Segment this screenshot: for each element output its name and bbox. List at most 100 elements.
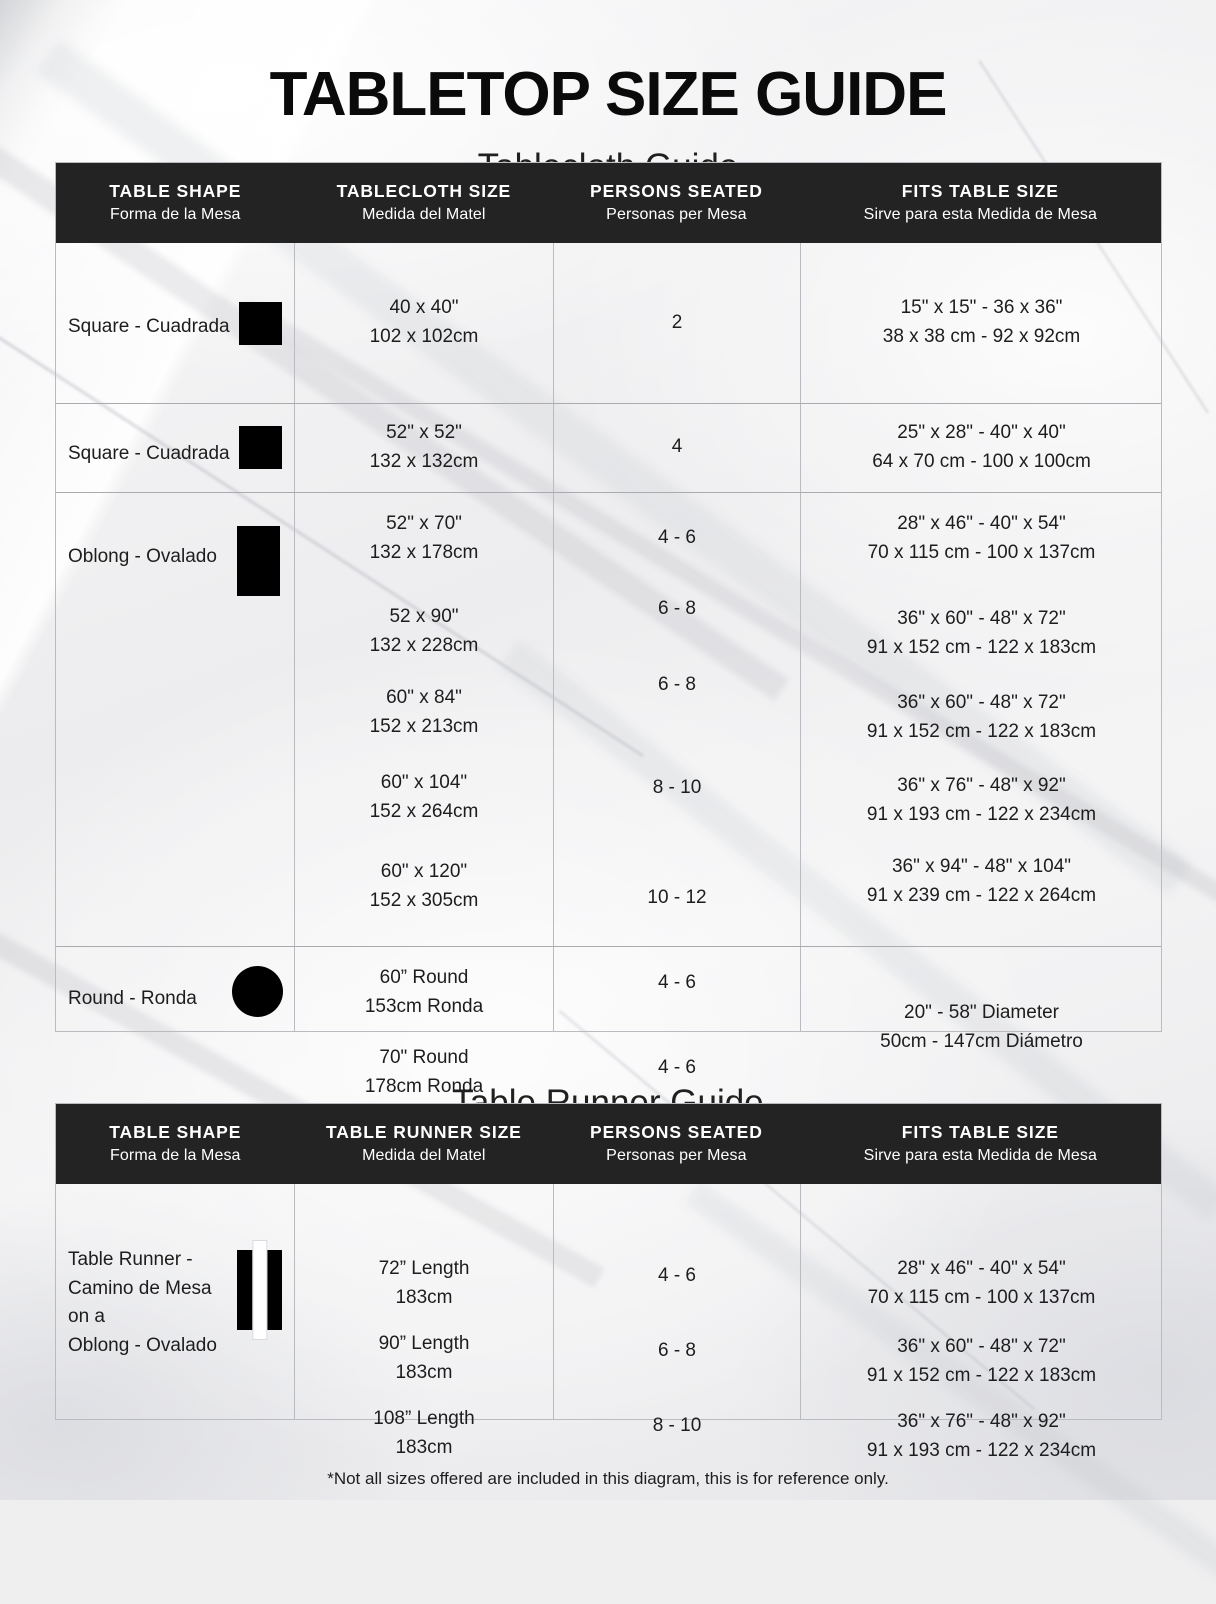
header-main-label: TABLE SHAPE: [109, 1122, 242, 1143]
size-cm: 132 x 228cm: [369, 634, 479, 656]
header-cell-tablecloth-size: TABLECLOTH SIZE Medida del Matel: [295, 163, 554, 243]
persons-value: 6 - 8: [657, 1340, 697, 1362]
circle-icon: [232, 966, 283, 1017]
oblong-icon: [237, 526, 280, 596]
size-inches: 72” Length: [378, 1258, 470, 1280]
header-main-label: PERSONS SEATED: [590, 181, 763, 202]
square-icon: [239, 426, 282, 469]
size-cm: 132 x 178cm: [369, 541, 479, 563]
runner-table-body: Table Runner - Camino de Mesa on a Oblon…: [56, 1184, 1162, 1461]
header-sub-label: Personas per Mesa: [606, 1147, 747, 1165]
size-cm: 178cm Ronda: [364, 1076, 484, 1097]
size-cm: 152 x 305cm: [369, 890, 479, 911]
cell-fits-table-size: 36" x 60" - 48" x 72" 91 x 152 cm - 122 …: [801, 595, 1162, 673]
cell-fits-table-size: 28" x 46" - 40" x 54" 70 x 115 cm - 100 …: [801, 1249, 1162, 1319]
cell-persons-seated: 6 - 8: [554, 655, 800, 715]
persons-value: 6 - 8: [657, 673, 697, 695]
cell-persons-seated: 8 - 10: [554, 758, 800, 818]
cell-persons-seated: 6 - 8: [554, 573, 800, 645]
size-cm: 102 x 102cm: [369, 326, 479, 347]
cell-persons-seated: 6 - 8: [554, 1329, 800, 1374]
tablecloth-guide-table: TABLE SHAPE Forma de la Mesa TABLECLOTH …: [55, 162, 1162, 1097]
persons-value: 4 - 6: [657, 971, 697, 993]
fits-cm: 70 x 115 cm - 100 x 137cm: [867, 541, 1096, 563]
persons-value: 2: [671, 311, 683, 333]
size-inches: 60" x 84": [386, 687, 462, 709]
size-inches: 60” Round: [379, 967, 469, 989]
fits-inches: 20" - 58" Diameter: [904, 1002, 1059, 1024]
persons-value: 10 - 12: [647, 886, 707, 908]
header-cell-fits-table-size: FITS TABLE SIZE Sirve para esta Medida d…: [800, 163, 1161, 243]
cell-tablecloth-size: 60" x 104" 152 x 264cm: [295, 758, 553, 838]
size-inches: 90” Length: [378, 1333, 470, 1355]
header-cell-persons-seated: PERSONS SEATED Personas per Mesa: [553, 163, 800, 243]
cell-runner-size: 72” Length 183cm: [295, 1254, 553, 1314]
cell-tablecloth-size: 60" x 120" 152 x 305cm: [295, 847, 553, 927]
size-inches: 52" x 52": [386, 421, 462, 443]
marble-background: [0, 0, 1216, 1500]
cell-fits-table-size: 15" x 15" - 36 x 36" 38 x 38 cm - 92 x 9…: [801, 243, 1162, 403]
size-inches: 52 x 90": [389, 605, 459, 627]
fits-cm: 38 x 38 cm - 92 x 92cm: [882, 326, 1081, 347]
page-title: TABLETOP SIZE GUIDE: [269, 59, 948, 129]
size-cm: 152 x 264cm: [369, 801, 479, 822]
cell-persons-seated: 4 - 6: [554, 1038, 800, 1098]
persons-value: 4 - 6: [657, 1056, 697, 1078]
header-cell-table-runner-size: TABLE RUNNER SIZE Medida del Matel: [295, 1104, 554, 1184]
cell-persons-seated: 4 - 6: [554, 492, 800, 585]
header-sub-label: Sirve para esta Medida de Mesa: [863, 1147, 1098, 1165]
size-inches: 60" x 120": [380, 861, 468, 883]
header-main-label: TABLE RUNNER SIZE: [325, 1122, 522, 1143]
cell-fits-table-size: 20" - 58" Diameter 50cm - 147cm Diámetro: [801, 983, 1162, 1073]
fits-inches: 36" x 60" - 48" x 72": [897, 692, 1066, 714]
size-inches: 60" x 104": [380, 772, 468, 794]
fits-cm: 91 x 193 cm - 122 x 234cm: [866, 804, 1097, 825]
size-inches: 70" Round: [379, 1047, 469, 1069]
size-inches: 52" x 70": [386, 512, 462, 534]
shape-label-round: Round - Ronda: [68, 988, 197, 1009]
persons-value: 4 - 6: [657, 1265, 697, 1287]
size-inches: 40 x 40": [389, 297, 459, 319]
fits-cm: 70 x 115 cm - 100 x 137cm: [867, 1287, 1096, 1308]
runner-icon-strip: [251, 1240, 268, 1340]
header-sub-label: Forma de la Mesa: [110, 1147, 241, 1165]
cell-persons-seated: 10 - 12: [554, 868, 800, 928]
column-divider: [553, 1184, 554, 1419]
header-sub-label: Medida del Matel: [362, 206, 486, 224]
column-divider: [294, 1184, 295, 1419]
tablecloth-table-header-row: TABLE SHAPE Forma de la Mesa TABLECLOTH …: [56, 163, 1161, 243]
size-cm: 153cm Ronda: [364, 996, 484, 1017]
cell-fits-table-size: 25" x 28" - 40" x 40" 64 x 70 cm - 100 x…: [801, 403, 1162, 492]
runner-table-header-row: TABLE SHAPE Forma de la Mesa TABLE RUNNE…: [56, 1104, 1161, 1184]
cell-runner-size: 90” Length 183cm: [295, 1329, 553, 1389]
column-divider: [553, 243, 554, 1031]
shape-label-oblong: Oblong - Ovalado: [68, 546, 217, 567]
cell-persons-seated: 4: [554, 403, 800, 492]
fits-inches: 28" x 46" - 40" x 54": [897, 512, 1066, 534]
fits-cm: 91 x 152 cm - 122 x 183cm: [866, 721, 1097, 742]
cell-tablecloth-size: 70" Round 178cm Ronda: [295, 1033, 553, 1113]
fits-inches: 28" x 46" - 40" x 54": [897, 1258, 1066, 1280]
persons-value: 8 - 10: [652, 776, 702, 798]
column-divider: [800, 1184, 801, 1419]
cell-persons-seated: 4 - 6: [554, 953, 800, 1013]
fits-inches: 36" x 76" - 48" x 92": [897, 775, 1066, 797]
size-cm: 152 x 213cm: [369, 716, 479, 737]
cell-tablecloth-size: 52 x 90" 132 x 228cm: [295, 585, 553, 678]
fits-inches: 15" x 15" - 36 x 36": [900, 297, 1063, 319]
size-cm: 183cm: [395, 1287, 453, 1308]
size-cm: 132 x 132cm: [369, 450, 479, 472]
fits-inches: 36" x 60" - 48" x 72": [897, 1336, 1066, 1358]
header-sub-label: Personas per Mesa: [606, 206, 747, 224]
header-sub-label: Sirve para esta Medida de Mesa: [863, 206, 1098, 224]
shape-label-table-runner: Table Runner - Camino de Mesa on a Oblon…: [68, 1249, 217, 1356]
cell-fits-table-size: 36" x 76" - 48" x 92" 91 x 193 cm - 122 …: [801, 1402, 1162, 1472]
shape-label-square-1: Square - Cuadrada: [68, 316, 230, 337]
fits-inches: 36" x 94" - 48" x 104": [891, 856, 1072, 878]
size-cm: 183cm: [395, 1437, 453, 1458]
header-sub-label: Medida del Matel: [362, 1147, 486, 1165]
cell-tablecloth-size: 52" x 70" 132 x 178cm: [295, 492, 553, 585]
header-main-label: PERSONS SEATED: [590, 1122, 763, 1143]
fits-inches: 36" x 60" - 48" x 72": [897, 608, 1066, 630]
fits-cm: 91 x 152 cm - 122 x 183cm: [866, 637, 1097, 658]
